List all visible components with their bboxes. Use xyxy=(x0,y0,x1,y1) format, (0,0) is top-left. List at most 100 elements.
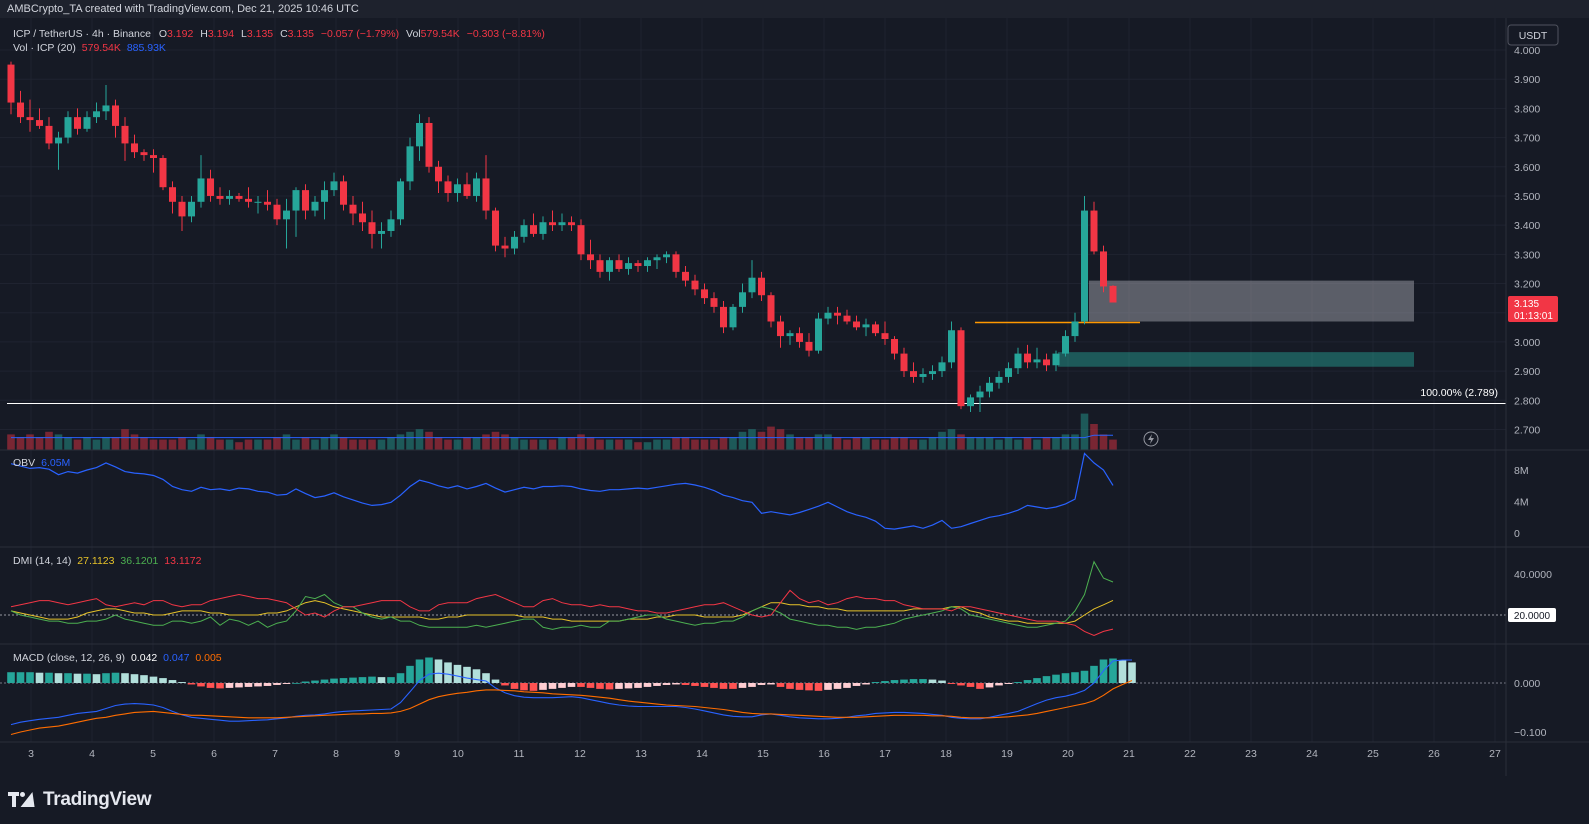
obv-legend[interactable]: OBV 6.05M xyxy=(13,457,70,469)
volume-bars xyxy=(7,413,1117,450)
currency-button[interactable] xyxy=(1507,24,1559,46)
volume-bar xyxy=(130,434,139,450)
volume-bar xyxy=(567,437,576,450)
macd-hist-bar xyxy=(349,677,357,683)
macd-hist-bar xyxy=(311,680,319,683)
x-tick-label: 10 xyxy=(452,748,464,760)
candle-body xyxy=(330,181,338,191)
macd-hist-bar xyxy=(16,672,25,683)
volume-bar xyxy=(710,439,718,450)
candle-body xyxy=(558,222,566,226)
volume-bar xyxy=(491,431,500,450)
price-tick-label: 2.900 xyxy=(1514,366,1540,378)
x-tick-label: 23 xyxy=(1245,748,1257,760)
currency-button-label[interactable]: USDT xyxy=(1519,30,1548,42)
candle-body xyxy=(1100,251,1107,287)
candle-body xyxy=(55,137,62,144)
symbol-legend[interactable]: ICP / TetherUS · 4h · Binance O3.192 H3.… xyxy=(13,28,545,40)
volume-bar xyxy=(672,437,680,450)
volume-bar xyxy=(900,437,908,450)
candle-body xyxy=(976,391,984,398)
tradingview-logo[interactable]: TradingView xyxy=(8,789,152,811)
candle-body xyxy=(587,254,594,261)
x-tick-label: 12 xyxy=(574,748,586,760)
dmi-level-badge-label: 20.0000 xyxy=(1514,611,1551,622)
macd-legend-title: MACD (close, 12, 26, 9) xyxy=(13,652,125,664)
time-axis[interactable]: 3 4 5 6 7 8 9 10 11 12 13 14 15 16 17 18 19 20 21 22 23 24 25 2… xyxy=(28,748,1501,760)
macd-line-signal xyxy=(10,679,1133,736)
macd-hist-bar xyxy=(121,673,129,683)
macd-tick-label: −0.100 xyxy=(1514,727,1547,739)
dmi-legend[interactable]: DMI (14, 14) 27.1123 36.1201 13.1172 xyxy=(13,555,202,567)
macd-hist-bar xyxy=(795,683,804,690)
x-tick-label: 7 xyxy=(272,748,278,760)
candle-body xyxy=(1043,359,1050,366)
c-value: 3.135 xyxy=(288,28,314,40)
x-tick-label: 17 xyxy=(879,748,891,760)
candle-body xyxy=(1090,210,1098,252)
candle-body xyxy=(862,324,870,328)
volume-bar xyxy=(102,437,110,450)
macd-hist-bar xyxy=(187,683,196,685)
volume-bar xyxy=(225,439,234,450)
h-value: 3.194 xyxy=(208,28,234,40)
macd-hist-bar xyxy=(947,683,956,684)
price-tick-label: 2.800 xyxy=(1514,395,1540,407)
volume-bar xyxy=(719,437,728,450)
volume-bar xyxy=(387,437,395,450)
dmi-legend-minus-di: 13.1172 xyxy=(164,555,201,567)
volume-legend-ma: 885.93K xyxy=(127,42,166,54)
candle-body xyxy=(159,158,167,188)
volume-bar xyxy=(1071,434,1079,450)
price-tick-label: 3.300 xyxy=(1514,249,1540,261)
macd-hist-bar xyxy=(672,683,680,685)
volume-bar xyxy=(1099,434,1108,450)
macd-legend-macd: 0.047 xyxy=(163,652,189,664)
volume-bar xyxy=(520,439,528,450)
volume-bar xyxy=(197,434,205,450)
obv-legend-value: 6.05M xyxy=(41,457,70,469)
macd-hist-bar xyxy=(1071,672,1079,683)
volume-bar xyxy=(92,439,101,450)
x-tick-label: 9 xyxy=(394,748,400,760)
macd-hist-bar xyxy=(938,680,946,683)
price-tick-label: 4.000 xyxy=(1514,45,1540,57)
macd-hist-bar xyxy=(767,683,775,685)
x-tick-label: 22 xyxy=(1184,748,1196,760)
volume-bar xyxy=(605,439,614,450)
candle-body xyxy=(758,277,765,296)
candle-body xyxy=(577,225,585,255)
chart-area[interactable]: 4.000 3.900 3.800 3.700 3.600 3.500 3.400 3.300… xyxy=(0,18,1589,776)
candle-body xyxy=(1014,353,1022,369)
candle-body xyxy=(767,295,775,322)
candle-body xyxy=(682,271,689,281)
macd-hist-bar xyxy=(1052,674,1060,683)
candle-body xyxy=(872,324,879,334)
x-tick-label: 20 xyxy=(1062,748,1074,760)
symbol-title[interactable]: ICP / TetherUS · 4h · Binance xyxy=(13,28,151,40)
zones-layer xyxy=(7,280,1506,405)
last-price-badge xyxy=(1508,296,1558,322)
volume-bar xyxy=(254,439,262,450)
volume-bar xyxy=(957,434,965,450)
candle-body xyxy=(691,280,699,290)
macd-hist-bar xyxy=(615,683,623,689)
macd-legend[interactable]: MACD (close, 12, 26, 9) 0.042 0.047 0.00… xyxy=(13,652,222,664)
candle-body xyxy=(254,201,262,203)
macd-hist-bar xyxy=(776,683,785,687)
candle-body xyxy=(530,225,537,234)
candle-body xyxy=(112,105,119,126)
macd-hist-bar xyxy=(225,683,234,688)
volume-bar xyxy=(985,437,994,450)
candle-body xyxy=(891,339,898,354)
candle-body xyxy=(663,254,670,258)
macd-hist-bar xyxy=(282,683,291,684)
candle-body xyxy=(283,210,290,220)
candle-body xyxy=(967,397,974,407)
macd-hist-bar xyxy=(1090,665,1098,683)
macd-hist-bar xyxy=(472,669,481,683)
volume-legend[interactable]: Vol · ICP (20) 579.54K 885.93K xyxy=(13,42,166,54)
volume-bar xyxy=(947,429,956,450)
volume-bar xyxy=(643,442,652,450)
candle-body xyxy=(853,321,860,328)
